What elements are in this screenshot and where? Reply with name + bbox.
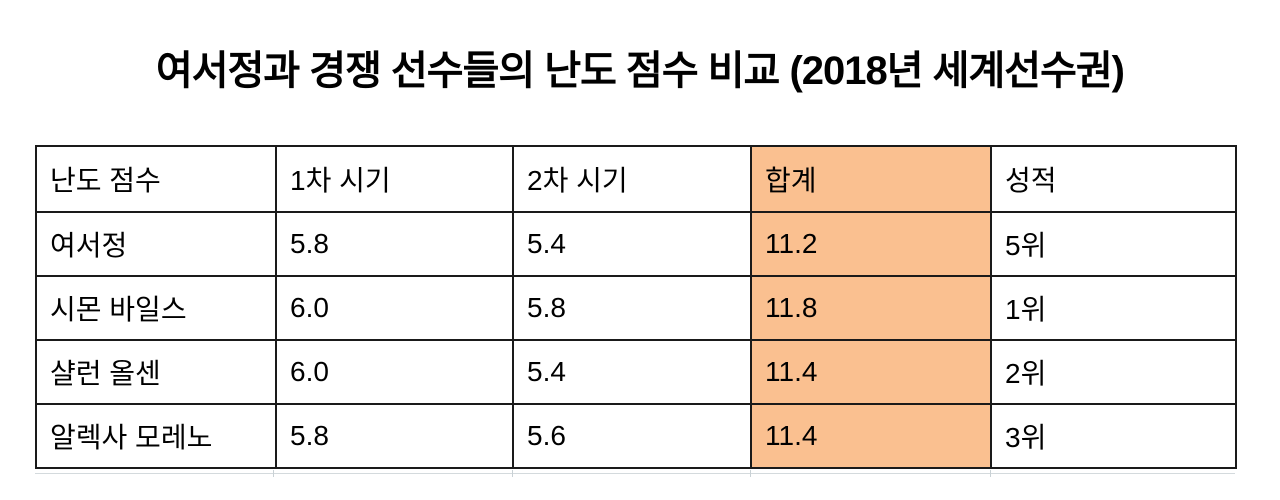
ghost-grid-tick (750, 470, 751, 477)
difficulty-score-table: 난도 점수 1차 시기 2차 시기 합계 성적 여서정 5.8 5.4 11.2… (35, 145, 1237, 469)
table-row: 알렉사 모레노 5.8 5.6 11.4 3위 (35, 403, 1237, 469)
cell-athlete-name: 시몬 바일스 (35, 275, 277, 341)
cell-attempt-2: 5.4 (512, 211, 752, 277)
cell-attempt-2: 5.8 (512, 275, 752, 341)
cell-rank: 5위 (990, 211, 1237, 277)
header-cell-score-label: 난도 점수 (35, 145, 277, 213)
ghost-grid-tick (512, 470, 513, 477)
cell-attempt-1: 5.8 (275, 403, 514, 469)
cell-attempt-2: 5.6 (512, 403, 752, 469)
header-cell-total: 합계 (750, 145, 992, 213)
table-row: 시몬 바일스 6.0 5.8 11.8 1위 (35, 275, 1237, 341)
header-cell-attempt-1: 1차 시기 (275, 145, 514, 213)
cell-athlete-name: 샬런 올센 (35, 339, 277, 405)
cell-total: 11.2 (750, 211, 992, 277)
header-cell-rank: 성적 (990, 145, 1237, 213)
ghost-grid-tick (273, 470, 274, 477)
cell-rank: 3위 (990, 403, 1237, 469)
cell-rank: 1위 (990, 275, 1237, 341)
cell-total: 11.8 (750, 275, 992, 341)
table-row: 여서정 5.8 5.4 11.2 5위 (35, 211, 1237, 277)
page-title: 여서정과 경쟁 선수들의 난도 점수 비교 (2018년 세계선수권) (155, 49, 1125, 93)
cell-athlete-name: 알렉사 모레노 (35, 403, 277, 469)
ghost-grid-tick (990, 470, 991, 477)
table-row: 샬런 올센 6.0 5.4 11.4 2위 (35, 339, 1237, 405)
cell-athlete-name: 여서정 (35, 211, 277, 277)
cell-attempt-1: 5.8 (275, 211, 514, 277)
cell-attempt-1: 6.0 (275, 275, 514, 341)
cell-attempt-2: 5.4 (512, 339, 752, 405)
ghost-gridline (35, 473, 1235, 474)
header-cell-attempt-2: 2차 시기 (512, 145, 752, 213)
cell-total: 11.4 (750, 403, 992, 469)
cell-total: 11.4 (750, 339, 992, 405)
cell-attempt-1: 6.0 (275, 339, 514, 405)
table-header-row: 난도 점수 1차 시기 2차 시기 합계 성적 (35, 145, 1237, 213)
cell-rank: 2위 (990, 339, 1237, 405)
